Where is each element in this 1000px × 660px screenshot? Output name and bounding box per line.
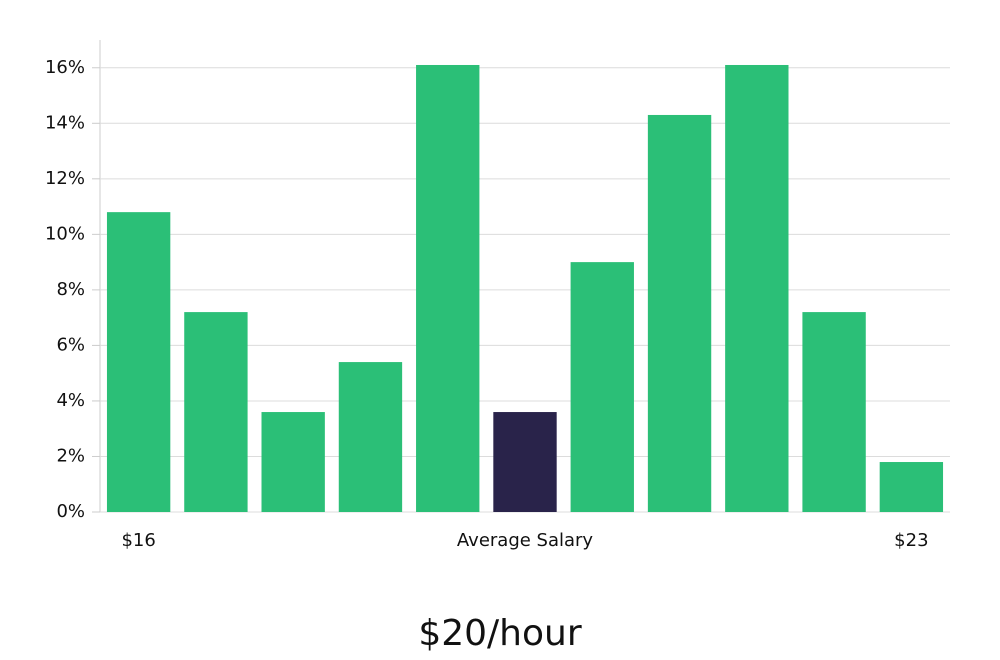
y-tick-label: 12% [45,168,85,189]
x-tick-label: $16 [121,530,155,551]
y-tick-label: 16% [45,57,85,78]
bar [261,412,325,512]
bar [879,462,944,512]
bar [647,114,712,512]
x-tick-label: $23 [894,530,928,551]
bar [725,64,789,513]
chart-title: $20/hour [418,613,582,654]
bar [493,412,557,512]
y-tick-label: 8% [56,279,85,300]
x-tick-label: Average Salary [457,530,594,551]
y-tick-label: 14% [45,112,85,133]
bar [416,64,480,513]
y-tick-label: 10% [45,223,85,244]
bar [106,212,171,512]
y-tick-label: 0% [56,501,85,522]
bar [184,312,248,512]
y-tick-label: 4% [56,390,85,411]
bar [802,312,866,512]
y-tick-label: 2% [56,445,85,466]
bar [570,262,634,512]
bar [338,362,403,512]
y-tick-label: 6% [56,334,85,355]
